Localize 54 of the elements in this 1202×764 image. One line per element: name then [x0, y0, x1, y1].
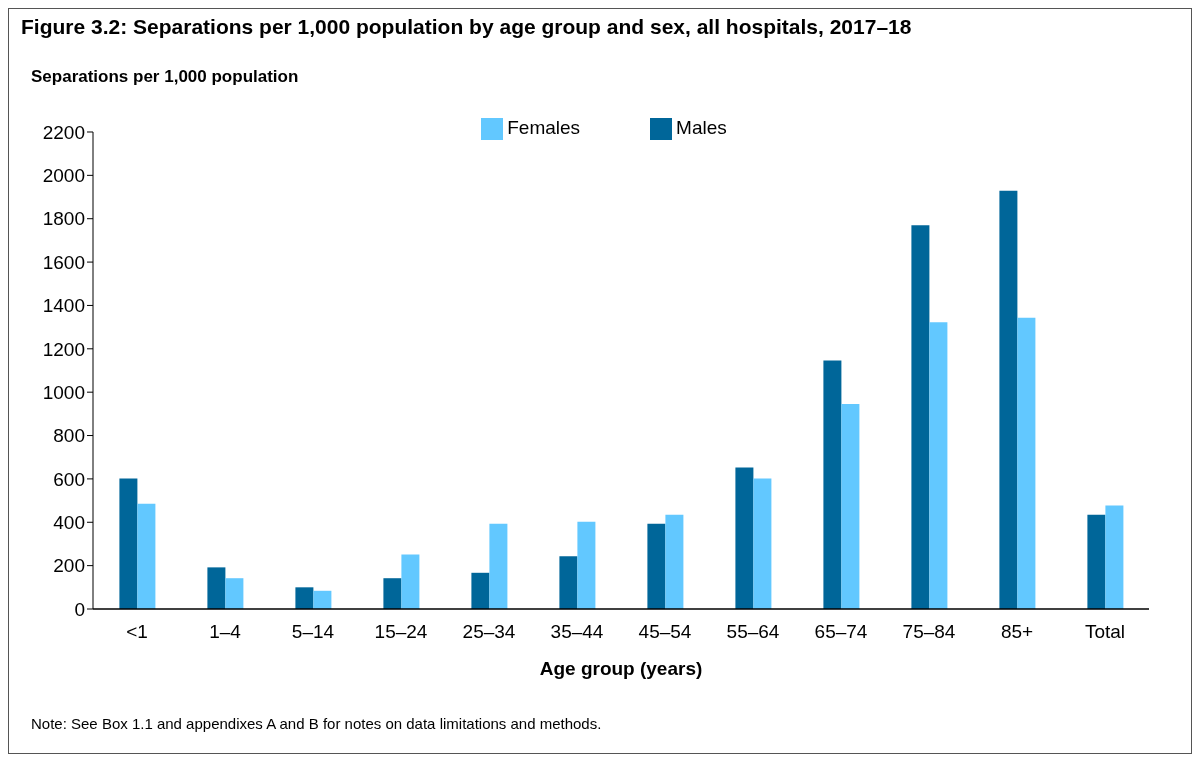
x-axis-title: Age group (years) — [539, 658, 703, 679]
bar — [841, 403, 860, 609]
x-tick-label: 5–14 — [291, 621, 335, 643]
bar — [313, 590, 332, 609]
bar — [119, 478, 138, 609]
chart-title: Figure 3.2: Separations per 1,000 population by age group and sex, all hospitals, 2017–18 — [21, 15, 912, 39]
bar — [383, 578, 402, 609]
bar — [911, 225, 930, 609]
text: Note: See Box 1.1 and appendixes A and B for notes on data limitations and methods. — [31, 715, 602, 732]
bar — [823, 360, 842, 609]
x-tick-label: 25–34 — [462, 621, 516, 643]
y-tick-label: 1800 — [42, 208, 85, 230]
y-tick-label: 1000 — [42, 381, 85, 403]
y-tick-label: 0 — [74, 598, 85, 620]
x-tick-label: 15–24 — [374, 621, 428, 643]
x-tick-label: Total — [1084, 621, 1126, 643]
y-tick-label: 2000 — [42, 165, 85, 187]
bar — [225, 578, 244, 609]
bar — [753, 478, 772, 609]
bar — [471, 572, 490, 609]
y-tick-label: 200 — [53, 555, 85, 577]
bar — [577, 521, 596, 609]
bar — [929, 322, 948, 609]
bar — [1105, 505, 1124, 609]
x-tick-label: 65–74 — [814, 621, 868, 643]
bar — [735, 467, 754, 609]
y-axis-title: Separations per 1,000 population — [31, 67, 299, 87]
y-tick-label: 1200 — [42, 338, 85, 360]
x-tick-label: <1 — [126, 621, 148, 643]
x-tick-label: 85+ — [1000, 621, 1034, 643]
bar — [489, 523, 508, 609]
x-tick-label: 35–44 — [550, 621, 604, 643]
bar — [1017, 317, 1036, 609]
x-tick-label: 75–84 — [902, 621, 956, 643]
y-tick-label: 1600 — [42, 251, 85, 273]
y-tick-label: 1400 — [42, 295, 85, 317]
bar — [295, 587, 314, 609]
y-tick-label: 600 — [53, 468, 85, 490]
bar — [999, 190, 1018, 609]
x-tick-label: 45–54 — [638, 621, 692, 643]
x-tick-label: 55–64 — [726, 621, 780, 643]
y-tick-label: 2200 — [42, 121, 85, 143]
legend-label: Females — [507, 117, 581, 138]
bar — [137, 503, 156, 609]
bar — [647, 523, 666, 609]
x-tick-label: 1–4 — [209, 621, 242, 643]
legend-label: Males — [676, 117, 727, 138]
bar — [559, 556, 578, 609]
bar — [1087, 514, 1106, 609]
bar — [207, 567, 226, 609]
y-tick-label: 400 — [53, 512, 85, 534]
bar — [401, 554, 420, 609]
bar — [665, 514, 684, 609]
y-tick-label: 800 — [53, 425, 85, 447]
